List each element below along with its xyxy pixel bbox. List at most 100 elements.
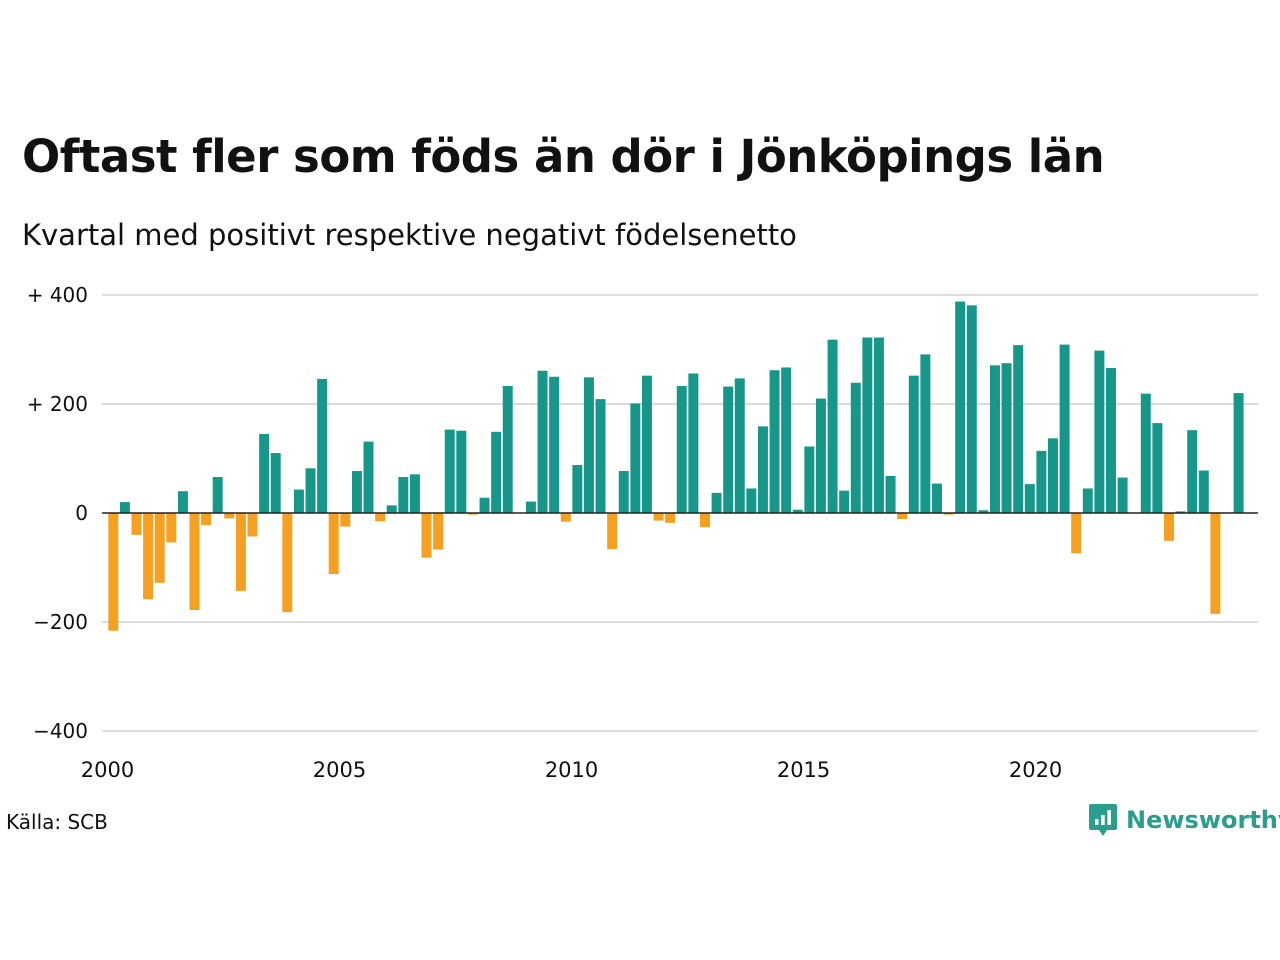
- bar: [317, 378, 328, 513]
- bars: [108, 301, 1244, 631]
- x-tick-label: 2015: [777, 758, 830, 782]
- bar: [850, 382, 861, 513]
- bar: [653, 513, 664, 521]
- bar: [862, 337, 873, 513]
- bar: [978, 510, 989, 513]
- bar: [595, 399, 606, 513]
- bar: [525, 501, 536, 513]
- bar: [467, 513, 478, 515]
- x-tick-label: 2010: [545, 758, 598, 782]
- bar: [792, 509, 803, 513]
- y-tick-label: + 400: [27, 283, 88, 307]
- bar: [955, 301, 966, 513]
- x-tick-label: 2020: [1009, 758, 1062, 782]
- bar: [131, 513, 142, 535]
- bar: [1198, 470, 1209, 513]
- bar: [1001, 363, 1012, 513]
- bar: [1047, 438, 1058, 513]
- bar: [583, 377, 594, 513]
- bar: [1094, 350, 1105, 513]
- chart-title: Oftast fler som föds än dör i Jönköpings…: [22, 130, 1105, 183]
- bar: [444, 429, 455, 513]
- bar: [1140, 393, 1151, 513]
- bar: [537, 370, 548, 513]
- bar: [688, 373, 699, 513]
- bar: [409, 474, 420, 513]
- bar: [1117, 477, 1128, 513]
- bar: [177, 491, 188, 513]
- bar: [665, 513, 676, 523]
- bar: [839, 490, 850, 513]
- bar: [920, 354, 931, 513]
- bar: [781, 367, 792, 513]
- bar: [386, 505, 397, 513]
- bar: [456, 430, 467, 513]
- y-axis-ticks: + 400 + 200 0 −200 −400: [27, 283, 88, 743]
- bar: [212, 477, 223, 513]
- source-note: Källa: SCB: [6, 810, 108, 834]
- bar: [699, 513, 710, 528]
- bar: [734, 378, 745, 513]
- bar: [143, 513, 154, 600]
- bar: [328, 513, 339, 575]
- bar: [989, 365, 1000, 513]
- bar: [966, 305, 977, 513]
- bar: [885, 475, 896, 513]
- x-tick-label: 2000: [81, 758, 134, 782]
- bar: [1152, 423, 1163, 513]
- bar: [873, 337, 884, 513]
- bar: [815, 398, 826, 513]
- bar: [897, 513, 908, 519]
- bar: [723, 386, 734, 513]
- bar: [1105, 368, 1116, 513]
- bar: [479, 497, 490, 513]
- bar: [305, 468, 316, 513]
- bar: [1036, 450, 1047, 513]
- bar: [618, 471, 629, 513]
- bar: [247, 513, 258, 537]
- bar: [293, 489, 304, 513]
- x-axis-ticks: 2000 2005 2010 2015 2020: [81, 758, 1063, 782]
- bar: [1175, 511, 1186, 513]
- bar: [270, 453, 281, 513]
- bar: [1164, 513, 1174, 541]
- bar: [827, 339, 838, 513]
- bar: [282, 513, 293, 613]
- bar: [433, 513, 444, 550]
- bar: [943, 513, 954, 515]
- bar: [502, 386, 513, 513]
- bar: [1024, 484, 1035, 513]
- bar: [908, 375, 919, 513]
- brand-name: Newsworthy: [1126, 806, 1280, 834]
- bar: [630, 403, 641, 513]
- bar: [201, 513, 212, 525]
- bar: [1071, 513, 1082, 554]
- bar: [572, 465, 583, 513]
- bar: [931, 483, 942, 513]
- bar: [189, 513, 200, 611]
- bar: [108, 513, 119, 631]
- bar: [1059, 344, 1070, 513]
- bar: [375, 513, 386, 522]
- bar: [804, 446, 815, 513]
- y-tick-label: + 200: [27, 392, 88, 416]
- bar: [166, 513, 177, 543]
- bar: [1210, 513, 1221, 614]
- bar: [549, 376, 560, 513]
- bar: [769, 370, 780, 513]
- y-tick-label: −400: [33, 719, 88, 743]
- bar: [363, 441, 374, 513]
- bar: [641, 375, 652, 513]
- y-tick-label: 0: [75, 501, 88, 525]
- y-tick-label: −200: [33, 610, 88, 634]
- bar: [560, 513, 571, 522]
- bar: [1013, 345, 1024, 513]
- bar: [235, 513, 246, 591]
- bar: [340, 513, 351, 527]
- bar: [1082, 488, 1093, 513]
- bar: [1233, 393, 1244, 513]
- newsworthy-logo-icon: [1089, 804, 1117, 836]
- chart-subtitle: Kvartal med positivt respektive negativt…: [22, 218, 797, 252]
- brand-logo[interactable]: Newsworthy: [1088, 803, 1280, 837]
- bar: [757, 426, 768, 513]
